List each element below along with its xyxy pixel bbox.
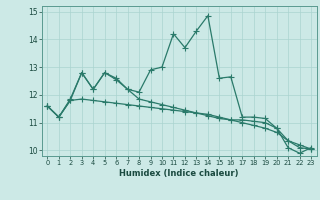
X-axis label: Humidex (Indice chaleur): Humidex (Indice chaleur) <box>119 169 239 178</box>
